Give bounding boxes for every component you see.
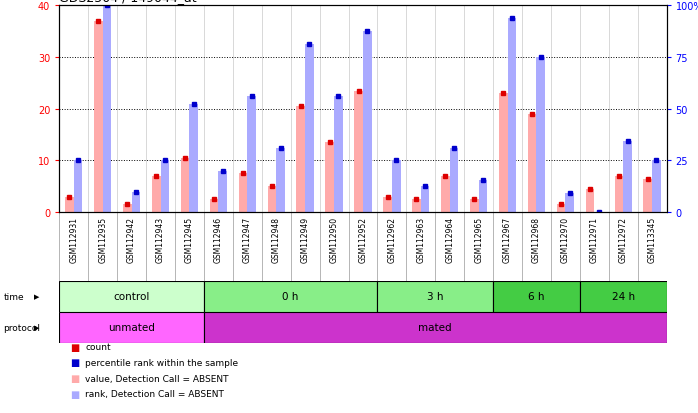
Text: GSM112942: GSM112942 [127, 216, 136, 262]
Text: GSM112964: GSM112964 [445, 216, 454, 262]
Text: mated: mated [418, 322, 452, 332]
Text: ▶: ▶ [34, 324, 39, 330]
Bar [652, 161, 661, 213]
Bar [161, 161, 169, 213]
Text: control: control [114, 291, 150, 301]
Text: GSM112943: GSM112943 [156, 216, 165, 262]
Bar [267, 187, 276, 213]
Text: 24 h: 24 h [611, 291, 634, 301]
Text: GSM112970: GSM112970 [561, 216, 570, 262]
Bar [580, 281, 667, 312]
Bar [65, 197, 74, 213]
Bar [276, 148, 285, 213]
Bar [204, 281, 378, 312]
Bar [305, 45, 314, 213]
Text: ■: ■ [70, 358, 79, 368]
Text: rank, Detection Call = ABSENT: rank, Detection Call = ABSENT [85, 389, 224, 399]
Bar [586, 190, 594, 213]
Text: ■: ■ [70, 389, 79, 399]
Text: value, Detection Call = ABSENT: value, Detection Call = ABSENT [85, 374, 229, 383]
Text: GSM112952: GSM112952 [359, 216, 367, 262]
Text: GSM112971: GSM112971 [590, 216, 599, 262]
Text: GSM112949: GSM112949 [301, 216, 310, 262]
Text: GSM112950: GSM112950 [329, 216, 339, 262]
Bar [103, 6, 112, 213]
Bar [557, 205, 565, 213]
Text: ■: ■ [70, 342, 79, 352]
Bar [181, 159, 189, 213]
Bar [528, 114, 537, 213]
Text: GSM113345: GSM113345 [648, 216, 657, 262]
Bar [441, 177, 450, 213]
Bar [378, 281, 493, 312]
Text: count: count [85, 342, 111, 351]
Text: 3 h: 3 h [427, 291, 443, 301]
Bar [450, 148, 459, 213]
Text: GSM112945: GSM112945 [185, 216, 194, 262]
Bar [383, 197, 392, 213]
Text: GSM112962: GSM112962 [387, 216, 396, 262]
Text: GDS2504 / 149044_at: GDS2504 / 149044_at [59, 0, 197, 4]
Bar [209, 200, 218, 213]
Bar [123, 205, 132, 213]
Text: ▶: ▶ [34, 293, 39, 299]
Bar [363, 32, 371, 213]
Text: time: time [3, 292, 24, 301]
Bar [565, 193, 574, 213]
Bar [644, 179, 652, 213]
Bar [421, 187, 429, 213]
Text: 6 h: 6 h [528, 291, 544, 301]
Bar [297, 107, 305, 213]
Bar [59, 312, 204, 343]
Bar [189, 104, 198, 213]
Bar [614, 177, 623, 213]
Bar [470, 200, 479, 213]
Bar [479, 180, 487, 213]
Bar [537, 58, 545, 213]
Bar [152, 177, 161, 213]
Text: GSM112968: GSM112968 [532, 216, 541, 262]
Bar [94, 21, 103, 213]
Bar [204, 312, 667, 343]
Bar [355, 91, 363, 213]
Bar [239, 174, 247, 213]
Bar [334, 97, 343, 213]
Bar [218, 171, 227, 213]
Bar [507, 19, 517, 213]
Bar [493, 281, 580, 312]
Text: protocol: protocol [3, 323, 40, 332]
Text: GSM112946: GSM112946 [214, 216, 223, 262]
Text: unmated: unmated [108, 322, 155, 332]
Text: GSM112947: GSM112947 [243, 216, 252, 262]
Bar [247, 97, 256, 213]
Bar [499, 94, 507, 213]
Text: percentile rank within the sample: percentile rank within the sample [85, 358, 238, 367]
Text: GSM112965: GSM112965 [474, 216, 483, 262]
Bar [59, 281, 204, 312]
Bar [132, 192, 140, 213]
Bar [325, 143, 334, 213]
Text: GSM112963: GSM112963 [416, 216, 425, 262]
Text: GSM112948: GSM112948 [272, 216, 281, 262]
Text: GSM112931: GSM112931 [69, 216, 78, 262]
Text: GSM112967: GSM112967 [503, 216, 512, 262]
Bar [74, 161, 82, 213]
Bar [392, 161, 401, 213]
Text: 0 h: 0 h [283, 291, 299, 301]
Bar [623, 142, 632, 213]
Bar [412, 200, 421, 213]
Text: GSM112935: GSM112935 [98, 216, 107, 262]
Text: ■: ■ [70, 373, 79, 383]
Text: GSM112972: GSM112972 [618, 216, 628, 262]
